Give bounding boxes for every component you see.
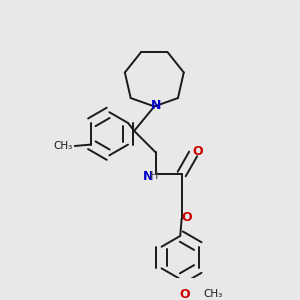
Text: N: N bbox=[142, 170, 153, 183]
Text: O: O bbox=[179, 288, 190, 300]
Text: O: O bbox=[182, 211, 192, 224]
Text: N: N bbox=[151, 99, 161, 112]
Text: CH₃: CH₃ bbox=[53, 141, 73, 151]
Text: O: O bbox=[192, 145, 202, 158]
Text: H: H bbox=[150, 171, 158, 182]
Text: CH₃: CH₃ bbox=[203, 289, 223, 298]
